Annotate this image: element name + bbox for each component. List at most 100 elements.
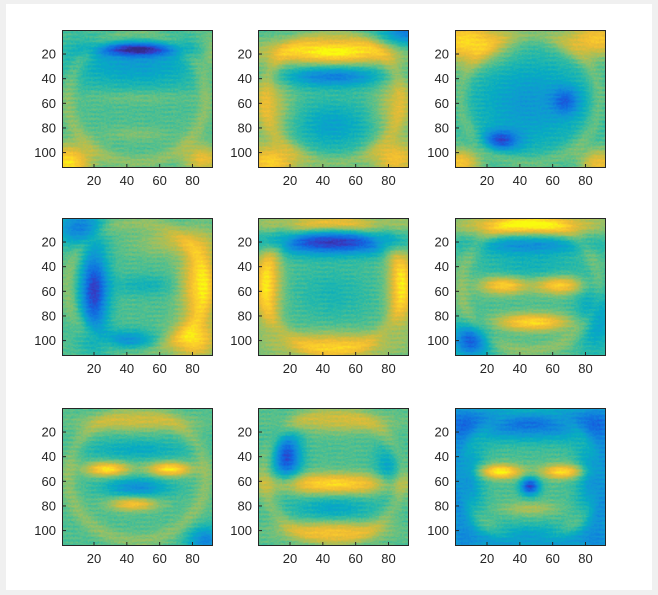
x-tick-label: 80 bbox=[381, 551, 395, 566]
x-tick-label: 60 bbox=[152, 173, 166, 188]
y-tick-label: 20 bbox=[42, 425, 56, 440]
x-tick-label: 80 bbox=[185, 361, 199, 376]
x-tick-label: 20 bbox=[283, 551, 297, 566]
eigenface-image bbox=[258, 218, 409, 356]
y-tick-label: 100 bbox=[230, 333, 252, 348]
x-tick-label: 20 bbox=[480, 173, 494, 188]
y-tick-label: 80 bbox=[238, 120, 252, 135]
x-tick-label: 20 bbox=[480, 361, 494, 376]
y-tick-label: 40 bbox=[238, 71, 252, 86]
y-tick-label: 80 bbox=[42, 308, 56, 323]
x-tick-label: 40 bbox=[316, 173, 330, 188]
y-tick-label: 60 bbox=[42, 284, 56, 299]
y-tick-label: 80 bbox=[435, 120, 449, 135]
y-tick-label: 80 bbox=[238, 498, 252, 513]
x-tick-label: 60 bbox=[545, 173, 559, 188]
x-tick-label: 60 bbox=[545, 361, 559, 376]
y-tick-label: 20 bbox=[238, 235, 252, 250]
x-tick-label: 40 bbox=[513, 361, 527, 376]
x-tick-label: 40 bbox=[513, 551, 527, 566]
y-tick-label: 60 bbox=[238, 96, 252, 111]
x-tick-label: 20 bbox=[480, 551, 494, 566]
x-tick-label: 20 bbox=[87, 361, 101, 376]
y-tick-label: 20 bbox=[238, 425, 252, 440]
axes-frame bbox=[62, 30, 213, 168]
y-tick-label: 80 bbox=[42, 120, 56, 135]
eigenface-image bbox=[258, 408, 409, 546]
y-tick-label: 40 bbox=[238, 259, 252, 274]
x-tick-label: 20 bbox=[87, 551, 101, 566]
y-tick-label: 60 bbox=[435, 474, 449, 489]
x-tick-label: 40 bbox=[513, 173, 527, 188]
y-tick-label: 40 bbox=[42, 259, 56, 274]
y-tick-label: 80 bbox=[435, 308, 449, 323]
y-tick-label: 60 bbox=[238, 284, 252, 299]
subplot-7: 20 40 60 80 20 40 60 80 100 bbox=[34, 408, 213, 566]
y-tick-label: 100 bbox=[427, 333, 449, 348]
axes-frame bbox=[62, 408, 213, 546]
x-tick-label: 40 bbox=[120, 551, 134, 566]
x-tick-label: 80 bbox=[578, 551, 592, 566]
eigenface-image bbox=[455, 30, 606, 168]
y-tick-label: 40 bbox=[42, 449, 56, 464]
y-tick-label: 60 bbox=[42, 96, 56, 111]
y-tick-label: 60 bbox=[42, 474, 56, 489]
x-tick-label: 80 bbox=[578, 173, 592, 188]
x-tick-label: 60 bbox=[152, 551, 166, 566]
subplot-3: 20 40 60 80 20 40 60 80 100 bbox=[427, 30, 606, 188]
axes-frame bbox=[258, 30, 409, 168]
eigenface-image bbox=[62, 408, 213, 546]
axes-frame bbox=[455, 218, 606, 356]
y-tick-label: 60 bbox=[435, 96, 449, 111]
y-tick-label: 100 bbox=[230, 145, 252, 160]
axes-frame bbox=[455, 30, 606, 168]
y-tick-label: 20 bbox=[435, 425, 449, 440]
y-tick-label: 20 bbox=[42, 235, 56, 250]
y-tick-label: 40 bbox=[435, 259, 449, 274]
x-tick-label: 60 bbox=[545, 551, 559, 566]
figure-canvas: 20 40 60 80 20 40 60 80 100 20 40 60 80 20 40 60 80 100 20… bbox=[6, 4, 652, 590]
y-tick-label: 100 bbox=[427, 523, 449, 538]
subplot-1: 20 40 60 80 20 40 60 80 100 bbox=[34, 30, 213, 188]
y-tick-label: 20 bbox=[238, 47, 252, 62]
x-tick-label: 40 bbox=[120, 173, 134, 188]
y-tick-label: 40 bbox=[435, 449, 449, 464]
x-tick-label: 60 bbox=[348, 361, 362, 376]
y-tick-label: 80 bbox=[435, 498, 449, 513]
subplot-5: 20 40 60 80 20 40 60 80 100 bbox=[230, 218, 409, 376]
x-tick-label: 20 bbox=[283, 173, 297, 188]
subplot-4: 20 40 60 80 20 40 60 80 100 bbox=[34, 218, 213, 376]
y-tick-label: 100 bbox=[427, 145, 449, 160]
eigenface-image bbox=[62, 30, 213, 168]
x-tick-label: 80 bbox=[381, 173, 395, 188]
y-tick-label: 100 bbox=[34, 145, 56, 160]
eigenface-image bbox=[455, 218, 606, 356]
subplot-6: 20 40 60 80 20 40 60 80 100 bbox=[427, 218, 606, 376]
axes-frame bbox=[258, 408, 409, 546]
subplot-2: 20 40 60 80 20 40 60 80 100 bbox=[230, 30, 409, 188]
y-tick-label: 40 bbox=[42, 71, 56, 86]
y-tick-label: 80 bbox=[42, 498, 56, 513]
y-tick-label: 100 bbox=[34, 333, 56, 348]
y-tick-label: 100 bbox=[34, 523, 56, 538]
x-tick-label: 60 bbox=[348, 173, 362, 188]
axes-frame bbox=[258, 218, 409, 356]
x-tick-label: 40 bbox=[316, 551, 330, 566]
x-tick-label: 60 bbox=[152, 361, 166, 376]
y-tick-label: 20 bbox=[435, 47, 449, 62]
x-tick-label: 80 bbox=[381, 361, 395, 376]
eigenface-image bbox=[258, 30, 409, 168]
y-tick-label: 60 bbox=[238, 474, 252, 489]
y-tick-label: 60 bbox=[435, 284, 449, 299]
subplot-8: 20 40 60 80 20 40 60 80 100 bbox=[230, 408, 409, 566]
y-tick-label: 40 bbox=[238, 449, 252, 464]
y-tick-label: 20 bbox=[42, 47, 56, 62]
y-tick-label: 100 bbox=[230, 523, 252, 538]
eigenface-image bbox=[455, 408, 606, 546]
x-tick-label: 80 bbox=[578, 361, 592, 376]
x-tick-label: 20 bbox=[87, 173, 101, 188]
x-tick-label: 40 bbox=[316, 361, 330, 376]
y-tick-label: 20 bbox=[435, 235, 449, 250]
x-tick-label: 20 bbox=[283, 361, 297, 376]
